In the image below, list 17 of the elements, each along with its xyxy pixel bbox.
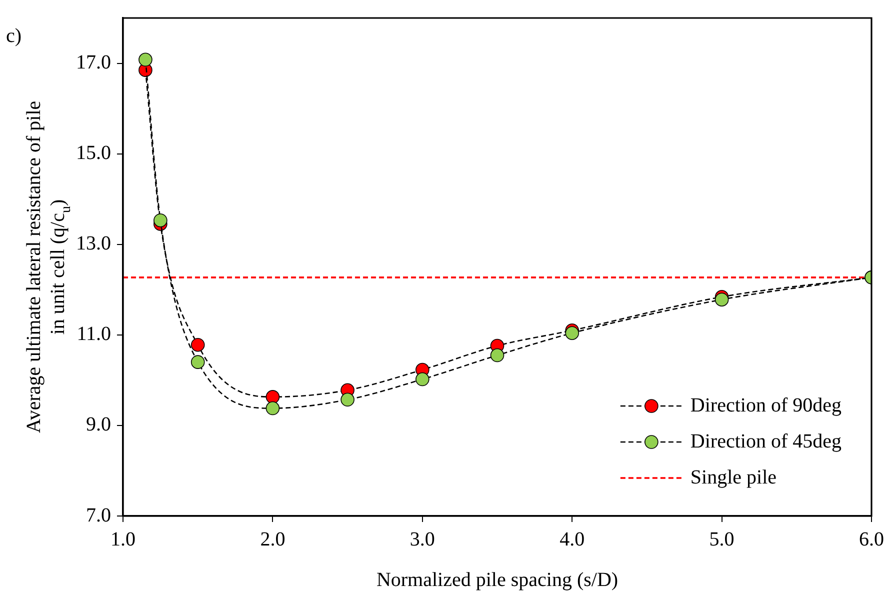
x-tick-label: 4.0 — [560, 528, 585, 550]
y-tick-label: 7.0 — [86, 504, 111, 526]
y-tick-label: 11.0 — [76, 323, 111, 346]
y-tick-label: 17.0 — [76, 52, 111, 74]
legend-label: Direction of 90deg — [690, 394, 842, 416]
y-tick-label: 13.0 — [76, 232, 111, 255]
x-tick-label: 2.0 — [260, 528, 286, 550]
x-tick-label: 1.0 — [110, 528, 136, 550]
x-tick-label: 5.0 — [709, 528, 734, 550]
x-tick-label: 6.0 — [859, 528, 884, 550]
x-tick-label: 3.0 — [410, 528, 435, 550]
y-tick-label: 15.0 — [76, 142, 111, 164]
y-tick-label: 9.0 — [86, 414, 111, 436]
x-axis-title: Normalized pile spacing (s/D) — [376, 569, 618, 591]
text: c) — [6, 25, 22, 47]
legend-label: Single pile — [690, 466, 777, 488]
legend-label: Direction of 45deg — [690, 430, 842, 452]
